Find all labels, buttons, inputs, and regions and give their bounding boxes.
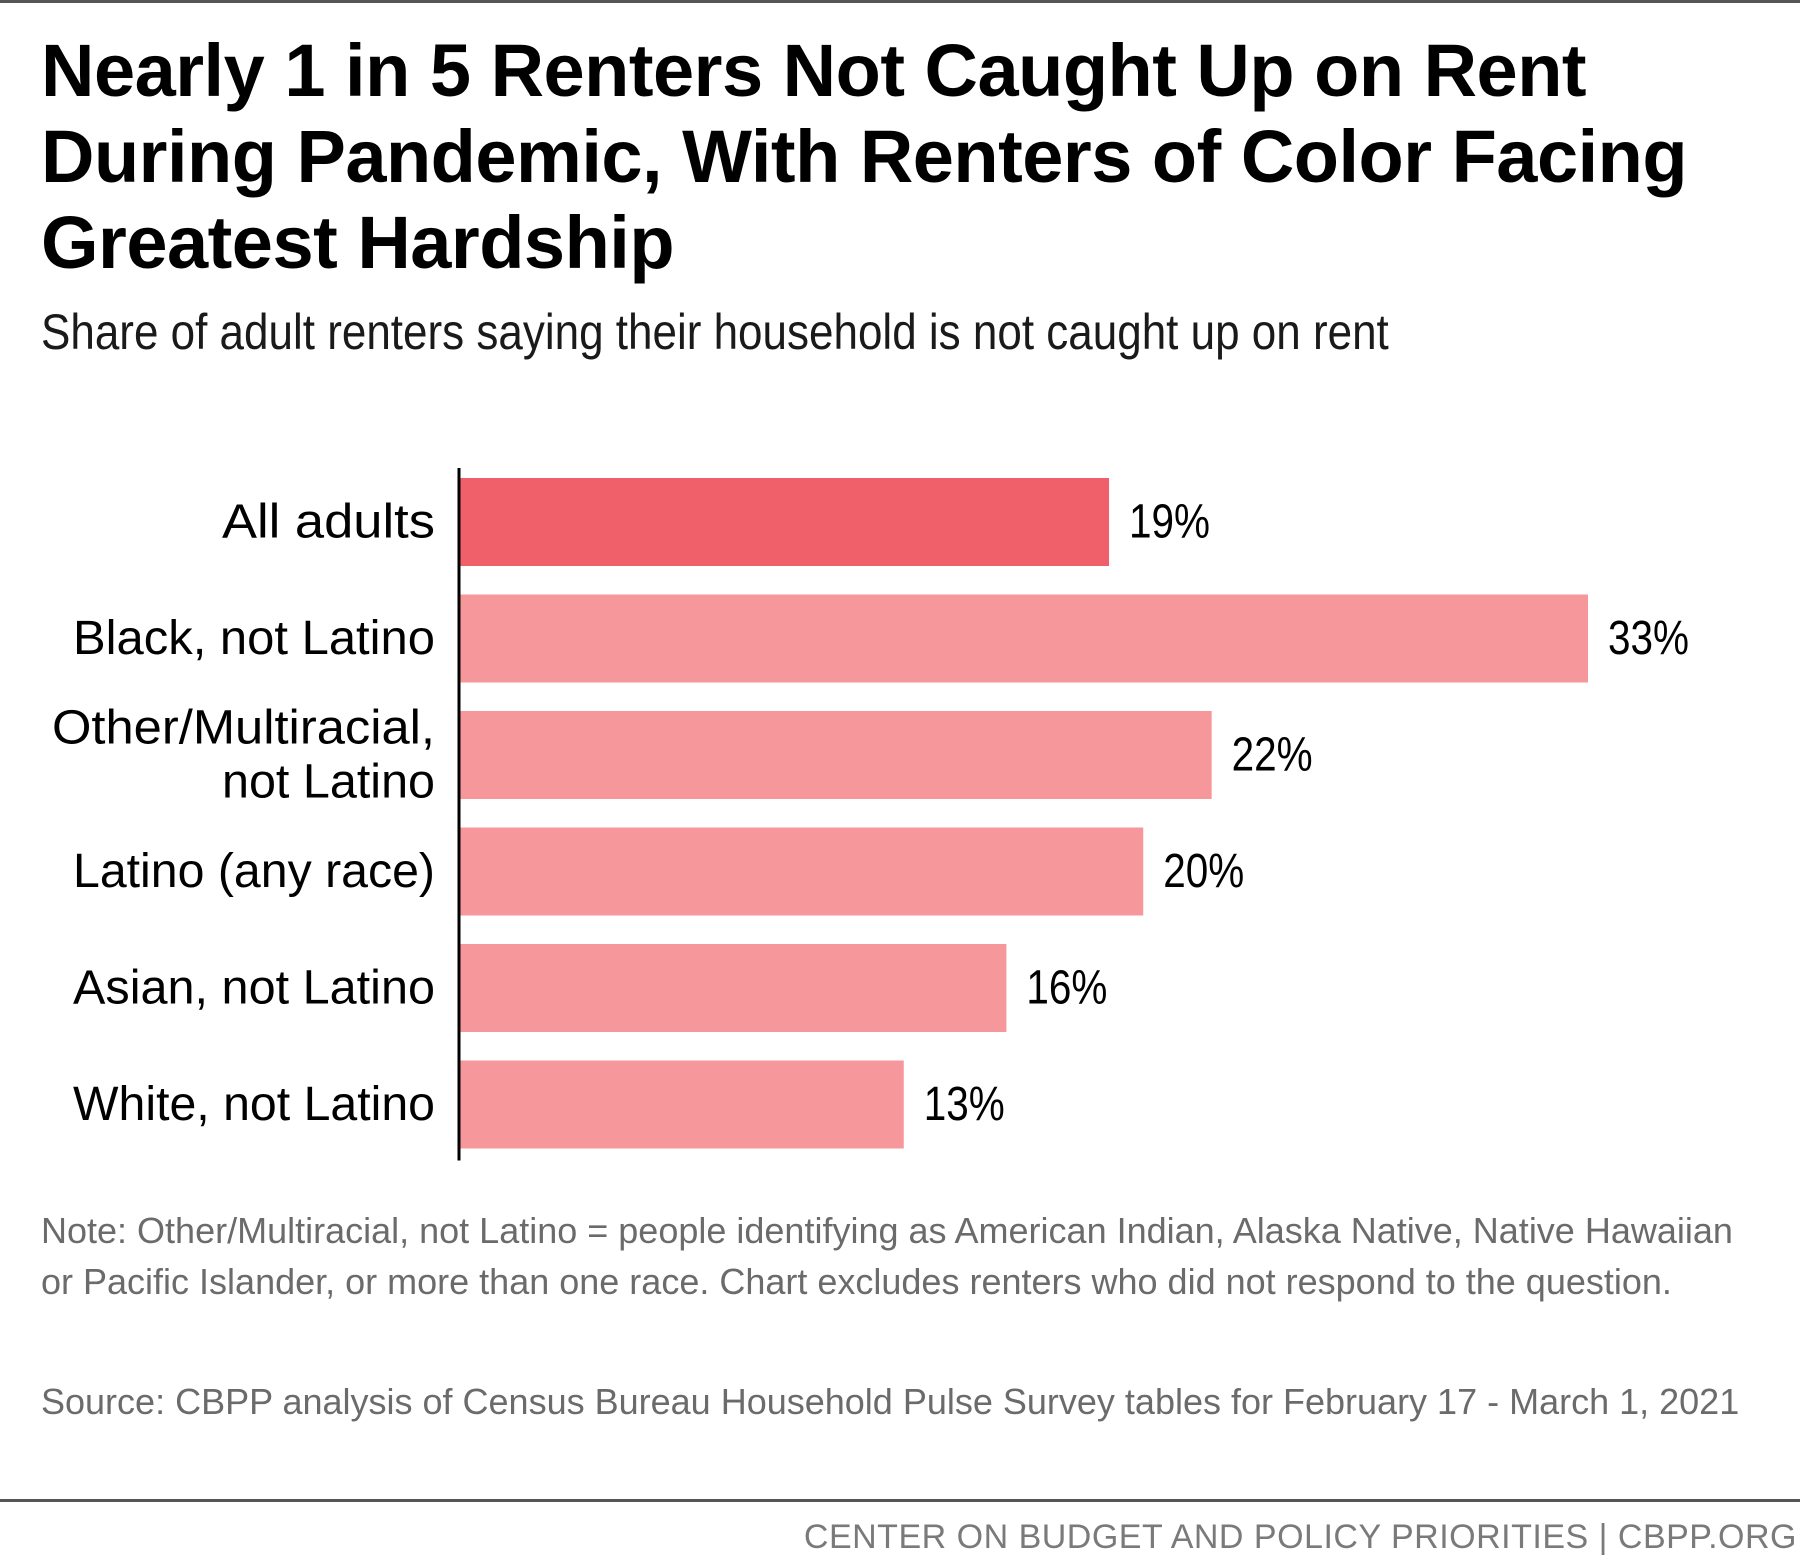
category-label-2-line-0: Other/Multiracial, xyxy=(52,702,435,755)
footer-credit: CENTER ON BUDGET AND POLICY PRIORITIES |… xyxy=(803,1518,1797,1556)
bar-5 xyxy=(459,1060,904,1149)
category-label-2-line-1: not Latino xyxy=(222,756,435,809)
category-label-5: White, not Latino xyxy=(73,1078,435,1131)
bar-1 xyxy=(459,594,1588,683)
category-labels: All adults Black, not Latino Other/Multira… xyxy=(52,496,435,1132)
value-label-5: 13% xyxy=(924,1078,1005,1131)
chart-note: Note: Other/Multiracial, not Latino = pe… xyxy=(41,1210,1733,1302)
bar-4 xyxy=(459,944,1007,1032)
top-rule xyxy=(0,0,1800,3)
bar-chart: All adults Black, not Latino Other/Multira… xyxy=(52,468,1689,1161)
value-label-4: 16% xyxy=(1026,962,1107,1015)
value-label-2: 22% xyxy=(1232,729,1313,782)
bar-0 xyxy=(459,478,1110,566)
chart-source: Source: CBPP analysis of Census Bureau H… xyxy=(41,1381,1740,1422)
bar-2 xyxy=(459,711,1212,799)
category-label-4: Asian, not Latino xyxy=(73,962,435,1015)
chart-subtitle: Share of adult renters saying their hous… xyxy=(41,304,1389,360)
value-label-1: 33% xyxy=(1608,612,1689,665)
bars-layer xyxy=(459,478,1588,1149)
value-label-0: 19% xyxy=(1129,496,1210,549)
bar-3 xyxy=(459,827,1144,916)
chart-title: Nearly 1 in 5 Renters Not Caught Up on R… xyxy=(41,29,1688,284)
category-label-0: All adults xyxy=(222,496,435,549)
category-label-3: Latino (any race) xyxy=(73,845,435,898)
category-label-1: Black, not Latino xyxy=(73,612,435,665)
value-label-3: 20% xyxy=(1163,845,1244,898)
value-labels: 19% 33% 22% 20% 16% 13% xyxy=(924,496,1689,1132)
bottom-rule xyxy=(0,1499,1800,1502)
